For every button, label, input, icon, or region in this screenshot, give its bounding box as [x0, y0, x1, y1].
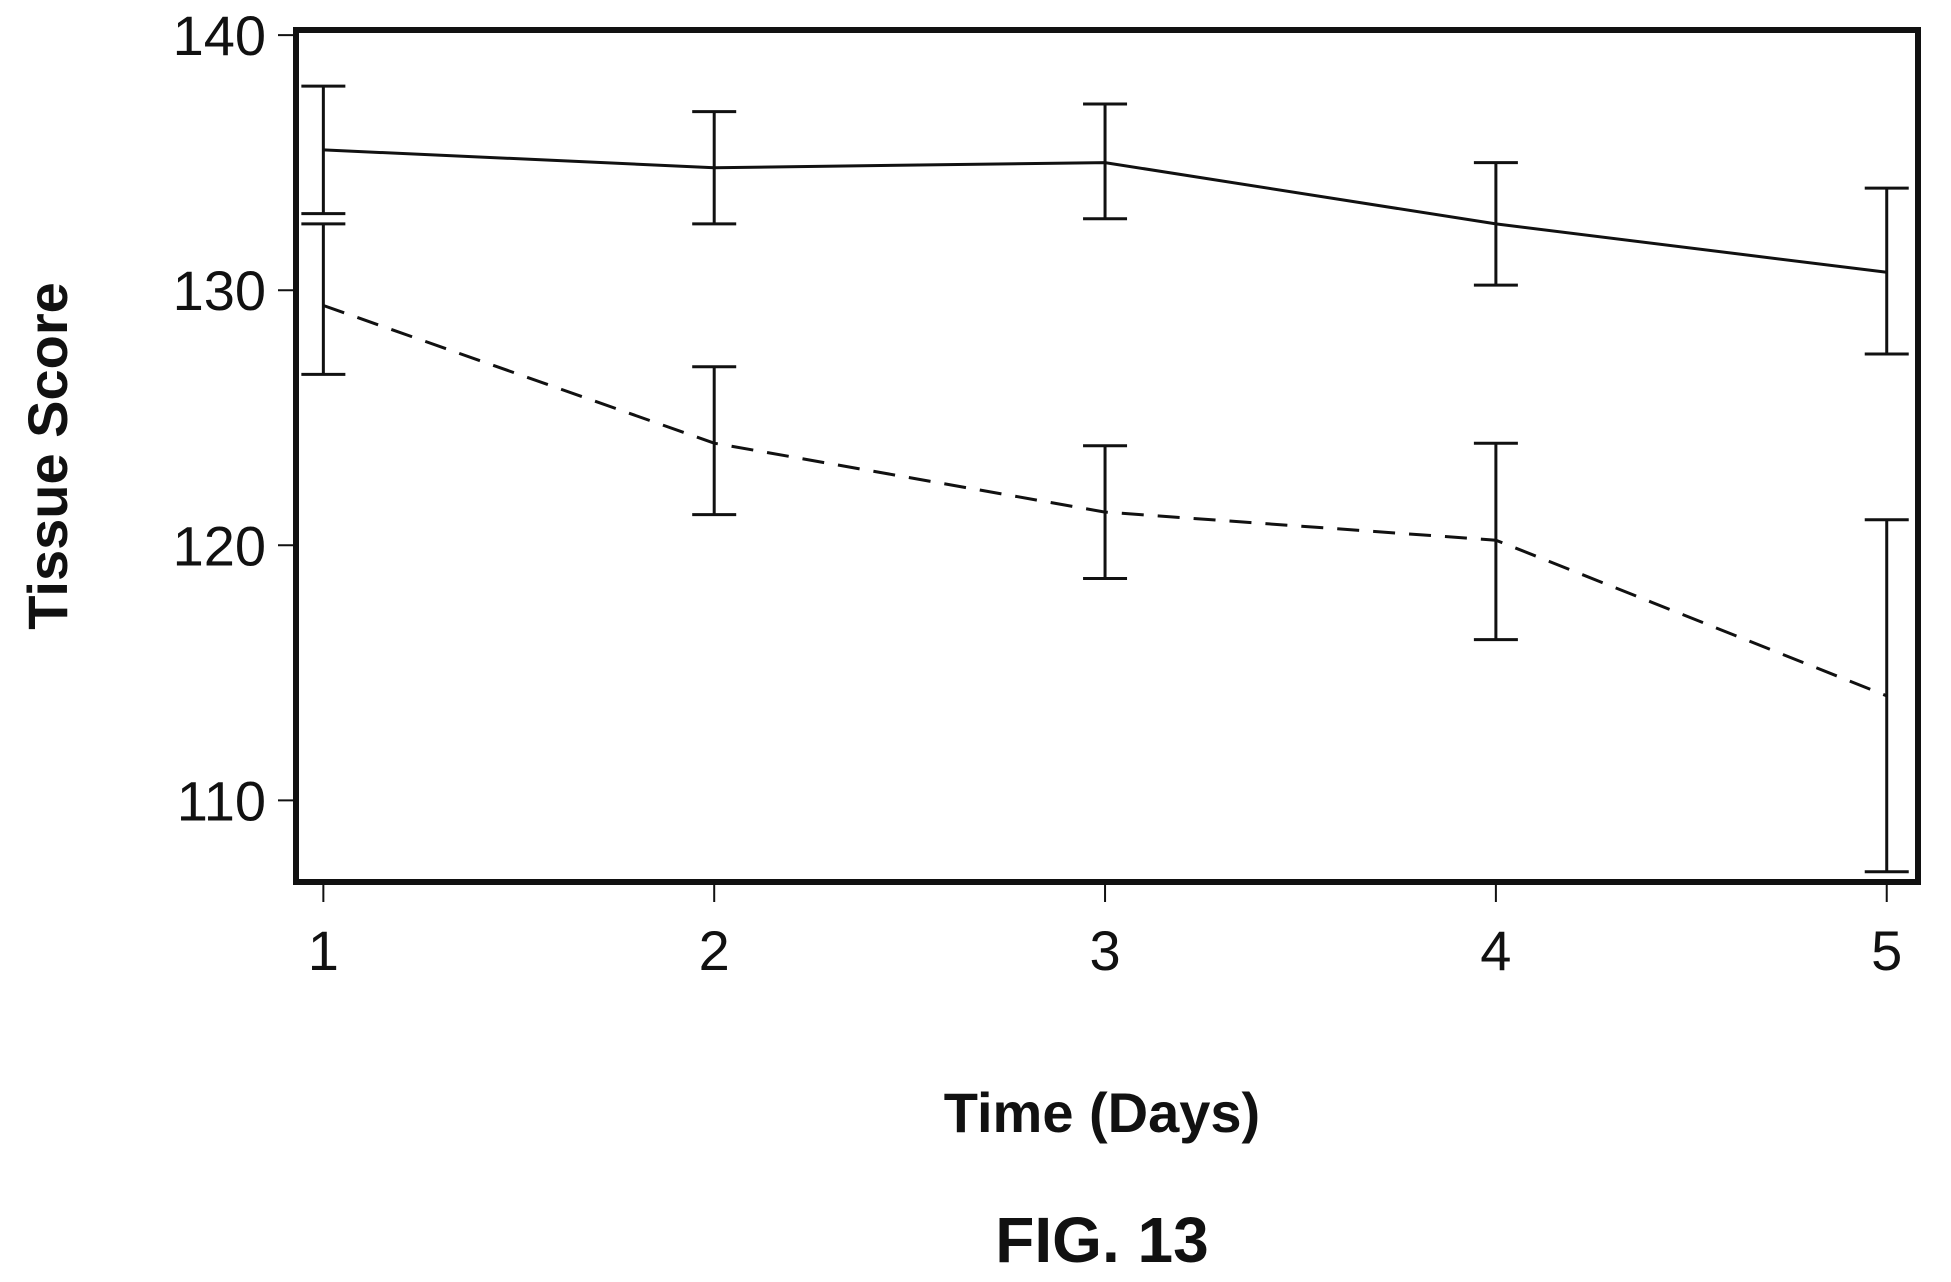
x-tick-label: 5 [1871, 919, 1902, 982]
error-bar [1473, 161, 1518, 287]
series-dashed [301, 222, 1909, 874]
error-bar [1083, 444, 1128, 580]
y-tick-label: 130 [173, 259, 266, 322]
series-solid [301, 84, 1909, 356]
error-bar [1864, 518, 1909, 874]
y-tick-label: 120 [173, 514, 266, 577]
error-bar [692, 110, 737, 226]
error-bar [692, 365, 737, 517]
series-layer [301, 84, 1909, 874]
x-tick-label: 1 [308, 919, 339, 982]
figure-caption: FIG. 13 [995, 1204, 1208, 1276]
error-bar [1473, 441, 1518, 642]
error-bar [1864, 186, 1909, 356]
y-tick-label: 110 [177, 769, 266, 832]
error-bar [1083, 102, 1128, 221]
x-tick-label: 2 [699, 919, 730, 982]
y-axis-title: Tissue Score [16, 282, 79, 630]
x-tick-label: 3 [1089, 919, 1120, 982]
x-axis-title: Time (Days) [944, 1081, 1260, 1144]
plot-frame [293, 27, 1921, 885]
error-bar [301, 222, 346, 376]
y-axis: 110 120 130 140 [173, 4, 296, 832]
y-tick-label: 140 [173, 4, 266, 67]
x-axis: 1 2 3 4 5 [308, 882, 1902, 982]
error-bar [301, 84, 346, 216]
plot-border [293, 27, 1921, 885]
x-tick-label: 4 [1480, 919, 1511, 982]
